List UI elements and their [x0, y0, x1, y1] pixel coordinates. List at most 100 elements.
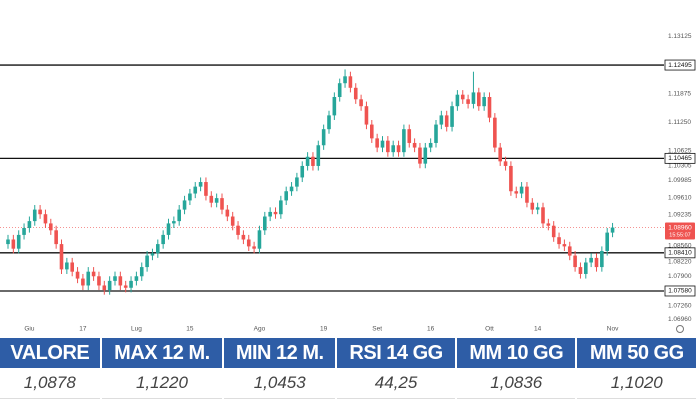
- candle-body: [386, 140, 390, 153]
- header-row: VALORE MAX 12 M. MIN 12 M. RSI 14 GG MM …: [0, 338, 696, 368]
- candle-body: [300, 165, 305, 178]
- candle-body: [364, 106, 369, 125]
- candle-body: [423, 147, 428, 164]
- value-row: 1,0878 1,1220 1,0453 44,25 1,0836 1,1020: [0, 368, 696, 399]
- candle-body: [407, 129, 412, 143]
- candle-body: [156, 244, 160, 254]
- settings-icon[interactable]: [676, 325, 684, 333]
- y-tick-label: 1.09610: [668, 194, 692, 201]
- candle-body: [284, 191, 288, 201]
- candle-body: [257, 230, 262, 249]
- candle-body: [519, 186, 524, 194]
- candle-body: [610, 227, 615, 233]
- candle-body: [43, 214, 48, 224]
- candle-body: [311, 156, 315, 166]
- candle-body: [166, 223, 171, 235]
- chart: 1.13125 1.11875 1.11250 1.10625 1.10305 1.099…: [0, 32, 696, 333]
- candle-body: [220, 198, 224, 210]
- x-tick-label: 17: [79, 326, 87, 333]
- header-cell: MM 50 GG: [577, 338, 696, 368]
- header-cell: MM 10 GG: [457, 338, 576, 368]
- value-cell: 1,0878: [0, 368, 100, 399]
- level-label: 1.12495: [668, 62, 692, 69]
- candle-body: [482, 96, 486, 107]
- candle-body: [139, 267, 144, 277]
- candle-body: [134, 276, 139, 281]
- header-cell: MAX 12 M.: [101, 338, 223, 368]
- y-tick-label: 1.08560: [668, 243, 692, 250]
- candle-body: [402, 129, 406, 153]
- y-tick-label: 1.07900: [668, 273, 692, 280]
- value-cell: 44,25: [337, 368, 455, 399]
- y-tick-label: 1.07260: [668, 302, 692, 309]
- level-label-box: [664, 152, 696, 164]
- last-price-box: [665, 222, 695, 240]
- candle-body: [22, 228, 26, 235]
- stats-table: VALORE MAX 12 M. MIN 12 M. RSI 14 GG MM …: [0, 338, 698, 399]
- level-label: 1.07580: [668, 288, 692, 295]
- candle-body: [193, 186, 198, 194]
- candle-body: [535, 207, 540, 210]
- candle-body: [428, 142, 433, 148]
- candle-body: [70, 262, 74, 272]
- candle-body: [295, 177, 299, 187]
- candle-body: [305, 156, 310, 166]
- candle-body: [412, 142, 417, 148]
- candle-body: [551, 225, 556, 238]
- x-tick-label: 14: [534, 326, 542, 333]
- candle-body: [493, 117, 497, 148]
- header-cell: VALORE: [0, 338, 100, 368]
- last-price-label: 1.08960: [668, 224, 692, 231]
- candle-body: [198, 182, 203, 187]
- candle-body: [16, 234, 21, 249]
- candle-body: [321, 129, 326, 146]
- y-tick-label: 1.11875: [668, 90, 691, 97]
- y-tick-label: 1.08220: [668, 258, 692, 265]
- candle-body: [97, 276, 101, 286]
- candle-body: [81, 278, 85, 286]
- candle-body: [353, 87, 358, 100]
- y-tick-label: 1.11250: [668, 119, 691, 126]
- candle-body: [241, 234, 246, 240]
- candle-body: [600, 250, 604, 268]
- candle-body: [450, 106, 454, 127]
- candle-body: [316, 145, 321, 166]
- candle-body: [172, 221, 176, 224]
- candle-body: [343, 76, 347, 84]
- x-tick-label: Nov: [607, 326, 619, 333]
- candle-body: [460, 94, 465, 100]
- candle-body: [150, 253, 155, 256]
- value-cell: 1,1020: [577, 368, 696, 399]
- candle-body: [370, 124, 374, 139]
- candle-body: [188, 193, 192, 201]
- candle-body: [11, 239, 16, 249]
- candle-body: [107, 280, 112, 291]
- candle-body: [455, 94, 460, 107]
- candle-body: [487, 96, 492, 118]
- value-cell: 1,1220: [101, 368, 223, 399]
- level-label: 1.08410: [668, 250, 692, 257]
- candle-body: [503, 161, 508, 166]
- candle-body: [102, 285, 107, 291]
- candle-body: [573, 255, 577, 268]
- x-tick-label: Ott: [485, 326, 494, 333]
- candle-body: [584, 262, 588, 274]
- x-tick-label: 15: [186, 326, 194, 333]
- header-cell: MIN 12 M.: [224, 338, 336, 368]
- candle-body: [289, 186, 294, 192]
- candle-body: [273, 211, 278, 215]
- candle-body: [337, 83, 342, 97]
- y-tick-label: 1.10625: [668, 148, 692, 155]
- candle-body: [177, 209, 181, 222]
- y-tick-label: 1.06960: [668, 316, 692, 323]
- candle-body: [129, 280, 133, 288]
- candle-body: [589, 257, 593, 263]
- candle-body: [32, 209, 37, 222]
- candle-body: [230, 216, 235, 226]
- x-tick-label: Giu: [24, 326, 35, 333]
- candle-body: [27, 221, 32, 229]
- candle-body: [567, 246, 572, 256]
- level-label-box: [664, 285, 696, 297]
- candle-body: [123, 285, 128, 288]
